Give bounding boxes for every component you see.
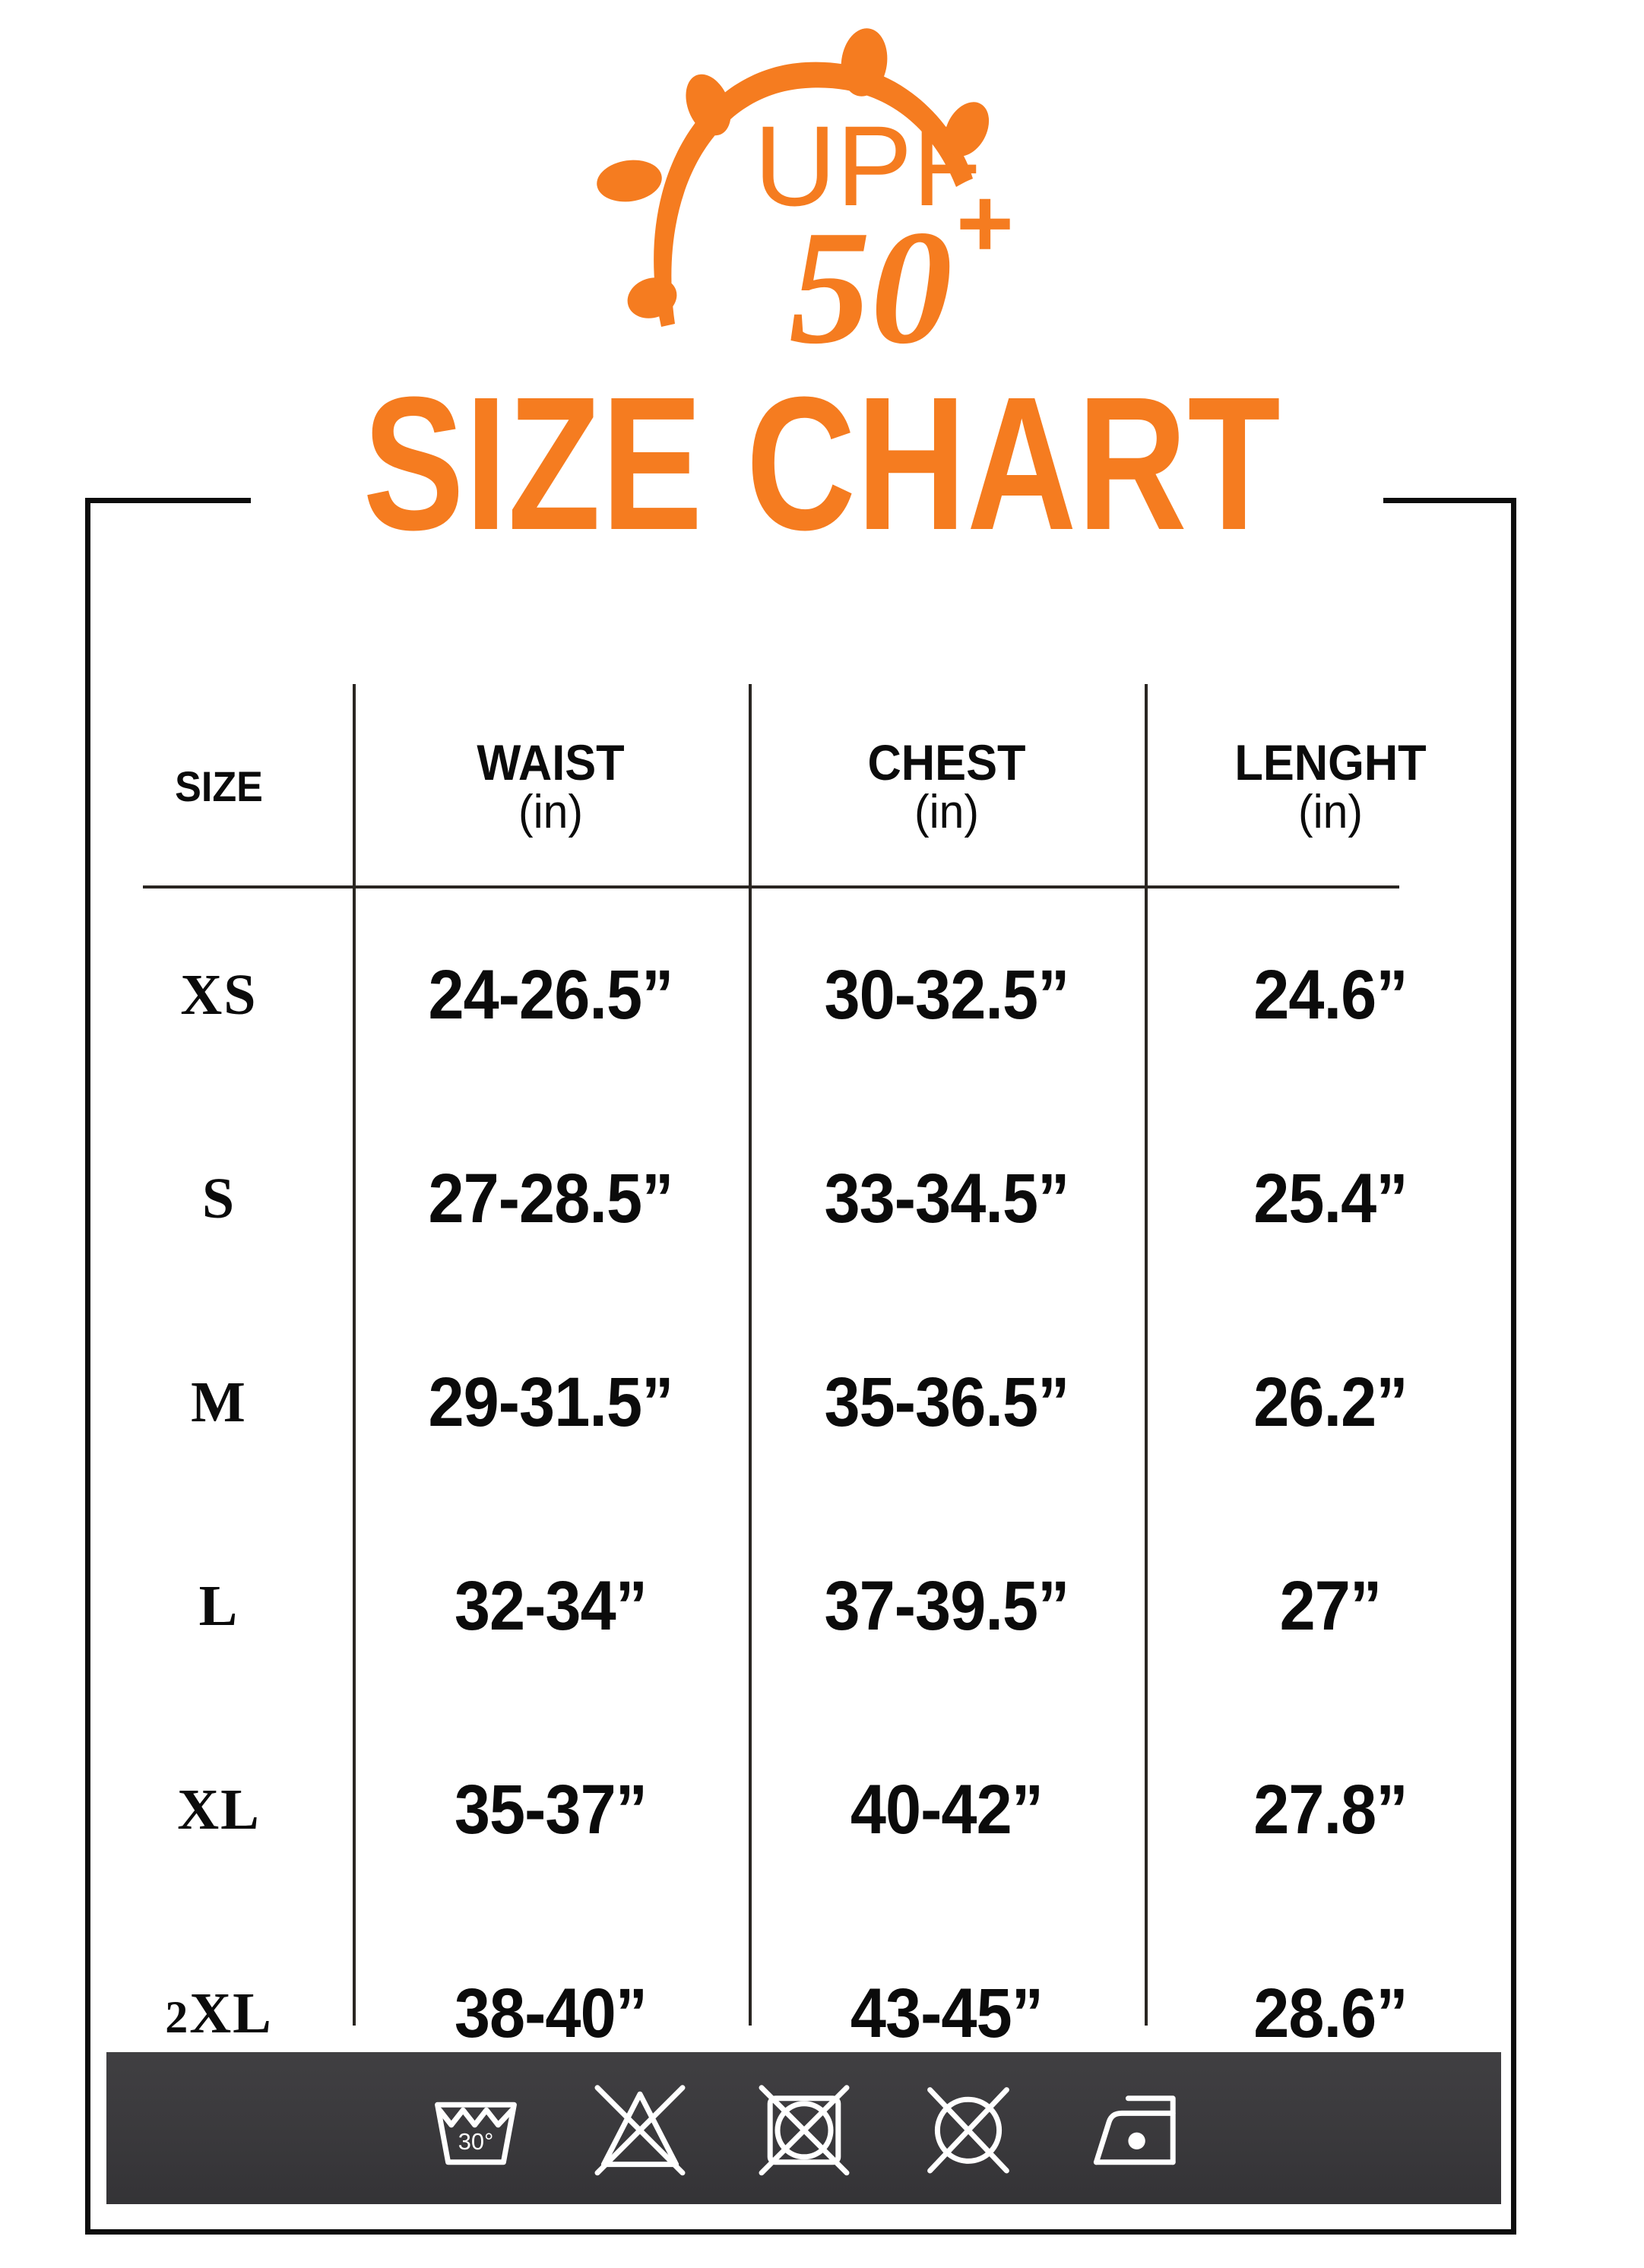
row-waist-value: 32-34” [454, 1566, 648, 1645]
row-length-value: 25.4” [1253, 1159, 1408, 1237]
header-cell-size: SIZE [85, 761, 353, 812]
row-length-value: 27.8” [1253, 1770, 1408, 1848]
row-size-text: M [191, 1370, 247, 1434]
row-waist-value: 29-31.5” [428, 1363, 673, 1441]
row-chest-value: 33-34.5” [824, 1159, 1069, 1237]
row-size-label: XS [85, 962, 353, 1028]
upf-sun-icon: UPF 50 + [578, 15, 1034, 372]
upf-label: UPF [754, 102, 982, 230]
table-row: XL 35-37” 40-42” 27.8” [85, 1708, 1516, 1912]
row-chest-value: 30-32.5” [824, 955, 1069, 1034]
row-size-label: L [85, 1573, 353, 1639]
header-waist-label: WAIST [477, 734, 625, 790]
table-row: XS 24-26.5” 30-32.5” 24.6” [85, 893, 1516, 1097]
column-divider-2 [749, 684, 752, 2026]
row-size-label: S [85, 1166, 353, 1232]
table-row: M 29-31.5” 35-36.5” 26.2” [85, 1300, 1516, 1504]
header-cell-length: LENGHT (in) [1145, 736, 1516, 837]
header-cell-waist: WAIST (in) [353, 736, 749, 837]
column-divider-3 [1145, 684, 1148, 2026]
iron-low-heat-icon [1075, 2075, 1189, 2181]
row-size-text: XL [177, 1777, 261, 1842]
row-size-text: L [198, 1573, 239, 1638]
table-row: 2XL 38-40” 43-45” 28.6” [85, 1912, 1516, 2115]
do-not-dry-clean-icon [911, 2075, 1025, 2181]
row-size-text: XL [189, 1981, 273, 2045]
upf-plus: + [956, 167, 1014, 278]
table-row: S 27-28.5” 33-34.5” 25.4” [85, 1097, 1516, 1300]
size-table: SIZE WAIST (in) CHEST (in) LENGHT (in) X… [85, 498, 1516, 2235]
row-length-value: 24.6” [1253, 955, 1408, 1034]
row-waist-value: 27-28.5” [428, 1159, 673, 1237]
do-not-tumble-dry-icon [747, 2075, 861, 2181]
header-chest-label: CHEST [867, 734, 1026, 790]
care-instructions-bar: 30° [106, 2052, 1501, 2204]
row-waist-value: 38-40” [454, 1974, 648, 2052]
upf-rating: 50 [789, 196, 952, 372]
row-chest-value: 35-36.5” [824, 1363, 1069, 1441]
header-waist-unit: (in) [518, 786, 584, 838]
column-divider-1 [353, 684, 356, 2026]
header-length-label: LENGHT [1234, 734, 1427, 790]
header-underline [143, 885, 1399, 889]
header-cell-chest: CHEST (in) [749, 736, 1145, 837]
row-waist-value: 24-26.5” [428, 955, 673, 1034]
page-title: SIZE CHART [363, 357, 1281, 569]
header-size-label: SIZE [175, 762, 263, 810]
row-waist-value: 35-37” [454, 1770, 648, 1848]
row-length-value: 27” [1279, 1566, 1383, 1645]
row-length-value: 26.2” [1253, 1363, 1408, 1441]
row-chest-value: 37-39.5” [824, 1566, 1069, 1645]
table-row: L 32-34” 37-39.5” 27” [85, 1504, 1516, 1708]
row-size-label: M [85, 1370, 353, 1436]
row-size-prefix: 2 [165, 1991, 190, 2042]
row-size-label: XL [85, 1777, 353, 1843]
header-chest-unit: (in) [914, 786, 980, 838]
row-chest-value: 43-45” [850, 1974, 1044, 2052]
title-backdrop [251, 456, 1383, 547]
row-size-text: S [201, 1166, 236, 1231]
wash-temp-label: 30° [458, 2128, 493, 2155]
wash-30-icon: 30° [419, 2075, 533, 2181]
row-chest-value: 40-42” [850, 1770, 1044, 1848]
table-header-row: SIZE WAIST (in) CHEST (in) LENGHT (in) [85, 695, 1516, 878]
row-size-label: 2XL [85, 1981, 353, 2047]
row-length-value: 28.6” [1253, 1974, 1408, 2052]
row-size-text: XS [180, 962, 258, 1027]
header-length-unit: (in) [1297, 786, 1364, 838]
do-not-bleach-icon [583, 2075, 697, 2181]
